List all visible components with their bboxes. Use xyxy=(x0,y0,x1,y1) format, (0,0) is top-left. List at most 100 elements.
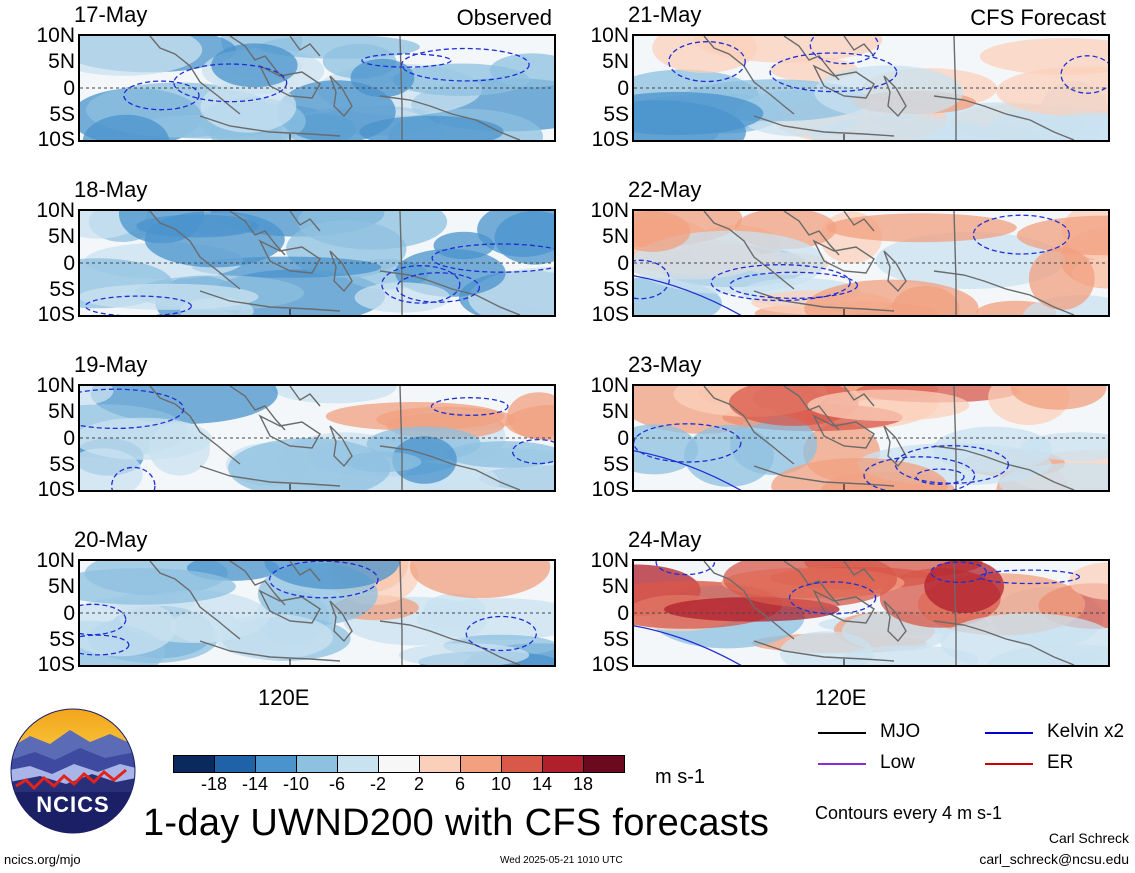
lat-tick-label: 0 xyxy=(63,602,75,625)
coastline xyxy=(843,36,875,57)
anomaly-fill xyxy=(359,115,504,140)
coastline xyxy=(289,36,321,57)
coastline xyxy=(812,589,875,624)
colorbar-tick-label: 10 xyxy=(490,774,512,794)
coastline xyxy=(149,211,241,290)
lat-tick-label: 10N xyxy=(36,549,75,572)
anomaly-fill xyxy=(771,458,948,490)
coastline xyxy=(883,425,907,468)
lat-tick-label: 10S xyxy=(591,303,629,326)
coastline xyxy=(199,465,341,487)
anomaly-fill xyxy=(148,421,210,476)
kelvin-contour xyxy=(361,53,452,68)
footer-url[interactable]: ncics.org/mjo xyxy=(4,852,81,867)
coastline xyxy=(843,211,875,232)
anomaly-fill xyxy=(1068,562,1108,600)
lat-tick-label: 10S xyxy=(591,128,629,151)
lat-tick-label: 5N xyxy=(602,400,629,423)
coastline xyxy=(812,64,875,99)
anomaly-fill xyxy=(940,613,1108,665)
kelvin-contour xyxy=(381,265,461,304)
anomaly-fill xyxy=(634,211,691,252)
uwnd-map-panel xyxy=(78,384,556,492)
lat-tick-label: 5N xyxy=(602,50,629,73)
legend-label: MJO xyxy=(880,721,921,742)
coastline xyxy=(843,386,875,407)
anomaly-fill xyxy=(297,211,448,250)
lat-tick-label: 5S xyxy=(603,628,629,651)
coastline xyxy=(783,386,840,431)
kelvin-contour xyxy=(915,468,965,485)
coastline xyxy=(399,211,403,315)
lat-tick-label: 5S xyxy=(603,103,629,126)
kelvin-contour xyxy=(123,80,200,111)
lat-tick-label: 10S xyxy=(591,478,629,501)
kelvin-contour xyxy=(863,456,976,490)
anomaly-fill xyxy=(1031,112,1108,140)
lat-tick-label: 5N xyxy=(48,575,75,598)
panel-date-label: 24-May xyxy=(628,527,702,552)
footer-author: Carl Schreck xyxy=(1048,830,1129,846)
coastline xyxy=(933,445,1075,490)
anomaly-fill xyxy=(80,597,177,657)
anomaly-fill xyxy=(136,214,259,238)
coastline xyxy=(258,64,321,99)
anomaly-fill xyxy=(826,213,1017,243)
kelvin-contour xyxy=(268,561,379,599)
colorbar-units: m s-1 xyxy=(655,766,705,788)
kelvin-contour xyxy=(655,561,716,576)
coastline xyxy=(933,620,1075,665)
lat-tick-label: 10N xyxy=(590,549,629,572)
panel-date-label: 23-May xyxy=(628,352,702,377)
lat-tick-label: 5S xyxy=(49,453,75,476)
colorbar-tick-label: -18 xyxy=(200,774,227,794)
panel-date-label: 21-May xyxy=(628,2,702,27)
x-axis-label-left: 120E xyxy=(258,685,310,710)
coastline xyxy=(149,386,241,465)
legend-label: Kelvin x2 xyxy=(1047,721,1125,742)
kelvin-contour xyxy=(80,388,185,430)
coastline xyxy=(703,386,795,465)
colorbar-swatch xyxy=(583,755,625,773)
kelvin-contour xyxy=(511,438,554,465)
coastline xyxy=(229,386,286,431)
coastline xyxy=(953,386,957,490)
colorbar-swatch xyxy=(460,755,502,773)
coastline xyxy=(883,75,907,118)
coastline xyxy=(933,270,1075,315)
lat-tick-label: 10N xyxy=(590,24,629,47)
legend-label: ER xyxy=(1047,752,1074,773)
coastline xyxy=(229,36,286,81)
anomaly-fill xyxy=(933,426,1053,472)
lat-tick-label: 10N xyxy=(36,199,75,222)
anomaly-fill xyxy=(214,614,334,660)
lat-tick-label: 10N xyxy=(36,374,75,397)
anomaly-fill xyxy=(82,114,170,140)
legend-line xyxy=(985,763,1033,765)
anomaly-fill xyxy=(1016,215,1108,256)
legend-line xyxy=(818,763,866,765)
coastline xyxy=(199,115,341,137)
kelvin-contour xyxy=(173,63,288,103)
kelvin-contour xyxy=(465,615,537,652)
coastline xyxy=(399,561,403,665)
lat-tick-label: 10S xyxy=(591,653,629,676)
uwnd-map-panel xyxy=(78,559,556,667)
lat-tick-label: 5N xyxy=(602,575,629,598)
footer-email[interactable]: carl_schreck@ncsu.edu xyxy=(979,851,1129,867)
panel-date-label: 22-May xyxy=(628,177,702,202)
coastline xyxy=(399,386,403,490)
colorbar-swatch xyxy=(173,755,215,773)
coastline xyxy=(933,95,1075,140)
panel-date-label: 19-May xyxy=(74,352,148,377)
coastline xyxy=(289,561,321,582)
coastline xyxy=(329,75,353,118)
kelvin-contour xyxy=(80,634,130,656)
anomaly-fill xyxy=(652,36,757,73)
lat-tick-label: 10S xyxy=(37,303,75,326)
coastline xyxy=(812,414,875,449)
lat-tick-label: 0 xyxy=(617,77,629,100)
kelvin-contour xyxy=(788,581,877,615)
lat-tick-label: 5S xyxy=(603,453,629,476)
coastline xyxy=(753,290,895,312)
